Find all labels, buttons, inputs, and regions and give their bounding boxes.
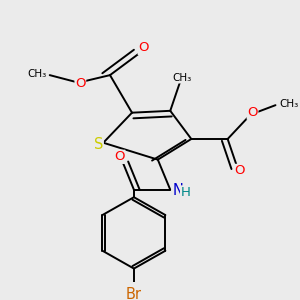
Text: CH₃: CH₃ [28,69,47,79]
Text: CH₃: CH₃ [172,73,191,83]
Text: O: O [138,41,149,54]
Text: O: O [114,150,125,163]
Text: O: O [234,164,244,177]
Text: O: O [75,77,86,90]
Text: S: S [94,137,103,152]
Text: H: H [181,186,190,199]
Text: O: O [247,106,258,119]
Text: N: N [172,183,183,198]
Text: CH₃: CH₃ [279,99,298,109]
Text: Br: Br [126,287,142,300]
